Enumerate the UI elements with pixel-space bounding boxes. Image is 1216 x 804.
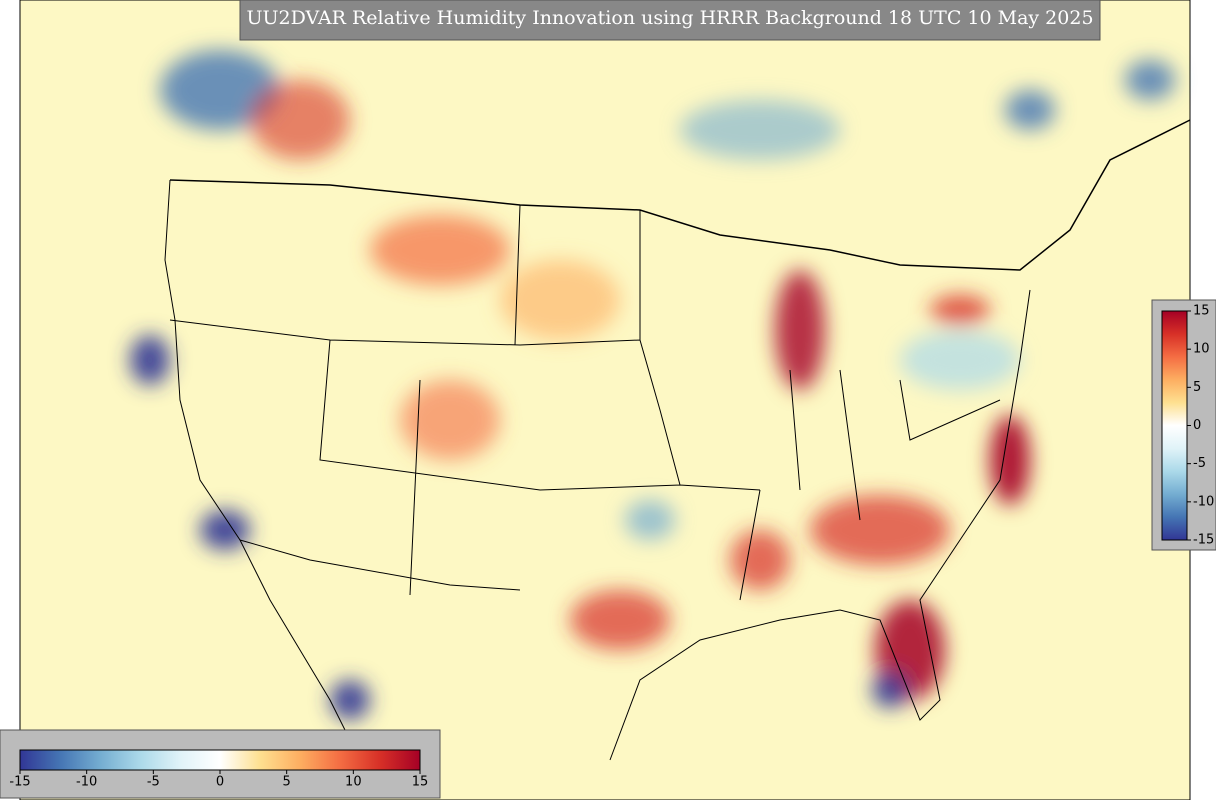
tick-label: 10 <box>345 775 362 790</box>
title-box <box>239 0 1101 41</box>
map-background <box>19 0 1191 801</box>
map-title: UU2DVAR Relative Humidity Innovation usi… <box>246 7 1093 29</box>
tick-label: -10 <box>76 775 97 790</box>
tick-label: 15 <box>412 775 429 790</box>
tick-label: -5 <box>147 775 160 790</box>
tick-label: 15 <box>1193 304 1210 319</box>
tick-label: -15 <box>9 775 30 790</box>
tick-label: -15 <box>1193 533 1214 548</box>
tick-label: 0 <box>216 775 224 790</box>
tick-label: 10 <box>1193 342 1210 357</box>
colorbar <box>1161 310 1188 541</box>
tick-label: 5 <box>283 775 291 790</box>
tick-label: 0 <box>1193 418 1201 433</box>
colorbar <box>19 749 421 771</box>
tick-label: -5 <box>1193 456 1206 471</box>
boundaries <box>164 119 1191 761</box>
tick-label: 5 <box>1193 380 1201 395</box>
tick-label: -10 <box>1193 494 1214 509</box>
humidity-field <box>130 50 1175 720</box>
